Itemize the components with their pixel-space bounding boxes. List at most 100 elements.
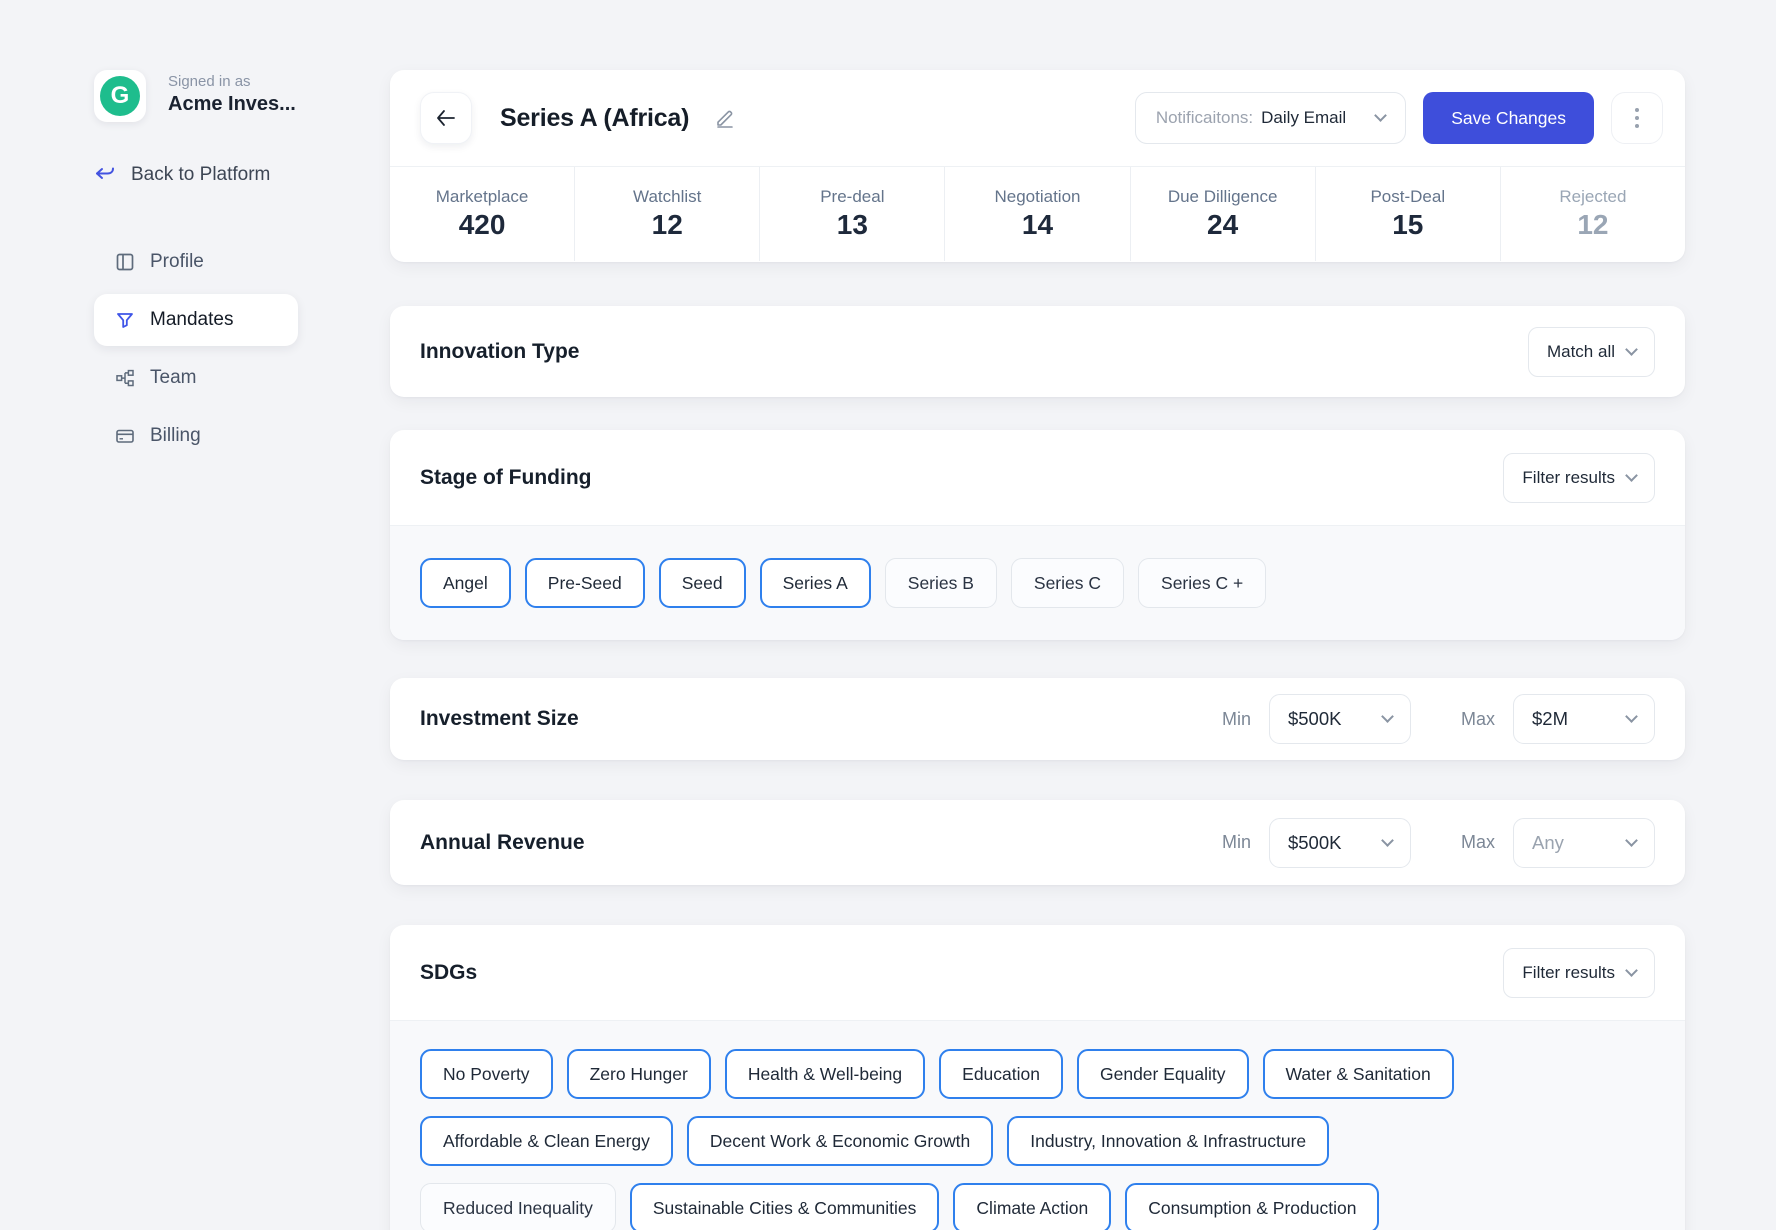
sidebar-item-profile[interactable]: Profile xyxy=(94,236,298,288)
save-changes-button[interactable]: Save Changes xyxy=(1423,92,1594,144)
sidebar-item-label: Profile xyxy=(150,251,204,272)
credit-card-icon xyxy=(115,426,135,446)
sidebar-item-team[interactable]: Team xyxy=(94,352,298,404)
stat-marketplace[interactable]: Marketplace 420 xyxy=(390,167,574,261)
stat-label: Post-Deal xyxy=(1370,187,1446,206)
org-chart-icon xyxy=(115,368,135,388)
annual-revenue-card: Annual Revenue Min $500K Max Any xyxy=(390,800,1685,885)
chip-series-b[interactable]: Series B xyxy=(884,558,997,608)
investment-max-dropdown[interactable]: $2M xyxy=(1513,694,1655,744)
chip-pre-seed[interactable]: Pre-Seed xyxy=(524,558,645,608)
stat-value: 420 xyxy=(458,209,506,240)
back-to-platform-link[interactable]: Back to Platform xyxy=(94,164,270,186)
chip-education[interactable]: Education xyxy=(939,1049,1063,1099)
sdgs-filter-results-dropdown[interactable]: Filter results xyxy=(1503,947,1655,998)
notifications-dropdown[interactable]: Notificaitons: Daily Email xyxy=(1134,92,1407,144)
chip-gender-equality[interactable]: Gender Equality xyxy=(1077,1049,1249,1099)
chip-seed[interactable]: Seed xyxy=(658,558,746,608)
sdg-chip-row: Reduced Inequality Sustainable Cities & C… xyxy=(420,1183,1655,1230)
chip-series-c[interactable]: Series C xyxy=(1010,558,1125,608)
chip-industry-innovation-infrastructure[interactable]: Industry, Innovation & Infrastructure xyxy=(1007,1116,1330,1166)
chip-sustainable-cities-communities[interactable]: Sustainable Cities & Communities xyxy=(629,1183,940,1230)
chevron-down-icon xyxy=(1625,833,1638,847)
stat-value: 12 xyxy=(1577,209,1609,240)
investment-size-card: Investment Size Min $500K Max $2M xyxy=(390,678,1685,760)
match-all-dropdown[interactable]: Match all xyxy=(1527,326,1655,377)
stat-watchlist[interactable]: Watchlist 12 xyxy=(574,167,759,261)
stat-value: 15 xyxy=(1392,209,1424,240)
back-button[interactable] xyxy=(420,92,472,144)
sidebar-item-label: Mandates xyxy=(150,309,234,330)
revenue-max-dropdown[interactable]: Any xyxy=(1513,817,1655,868)
chip-decent-work-economic-growth[interactable]: Decent Work & Economic Growth xyxy=(686,1116,994,1166)
sdgs-card: SDGs Filter results No Poverty Zero Hunge… xyxy=(390,925,1685,1230)
chip-reduced-inequality[interactable]: Reduced Inequality xyxy=(420,1183,616,1230)
chevron-down-icon xyxy=(1374,109,1388,122)
mandate-title: Series A (Africa) xyxy=(500,103,690,132)
edit-title-button[interactable] xyxy=(713,106,737,130)
stat-label: Watchlist xyxy=(633,187,702,206)
stat-label: Pre-deal xyxy=(820,187,885,206)
account-name: Acme Inves... xyxy=(168,93,296,115)
stage-of-funding-card: Stage of Funding Filter results Angel Pre… xyxy=(390,430,1685,640)
chip-climate-action[interactable]: Climate Action xyxy=(953,1183,1112,1230)
chip-consumption-production[interactable]: Consumption & Production xyxy=(1125,1183,1380,1230)
chip-angel[interactable]: Angel xyxy=(420,558,511,608)
min-label: Min xyxy=(1221,832,1251,852)
stat-label: Rejected xyxy=(1559,187,1627,206)
stat-value: 24 xyxy=(1207,209,1239,240)
innovation-type-card: Innovation Type Match all xyxy=(390,306,1685,397)
return-arrow-icon xyxy=(94,165,116,185)
stat-rejected[interactable]: Rejected 12 xyxy=(1499,167,1685,261)
funding-filter-results-dropdown[interactable]: Filter results xyxy=(1503,452,1655,503)
sidebar-item-billing[interactable]: Billing xyxy=(94,410,298,462)
funding-stage-chip-group: Angel Pre-Seed Seed Series A Series B Series … xyxy=(390,525,1685,640)
chevron-down-icon xyxy=(1625,468,1638,482)
sdg-chip-row: No Poverty Zero Hunger Health & Well-being… xyxy=(420,1049,1655,1099)
section-title-sdgs: SDGs xyxy=(420,960,478,984)
stat-value: 14 xyxy=(1021,209,1054,240)
chevron-down-icon xyxy=(1625,710,1638,723)
chevron-down-icon xyxy=(1625,342,1638,356)
revenue-min-dropdown[interactable]: $500K xyxy=(1268,817,1411,868)
chip-zero-hunger[interactable]: Zero Hunger xyxy=(566,1049,711,1099)
chip-health-well-being[interactable]: Health & Well-being xyxy=(724,1049,926,1099)
chevron-down-icon xyxy=(1381,710,1394,723)
filter-results-label: Filter results xyxy=(1522,962,1615,982)
stat-due-dilligence[interactable]: Due Dilligence 24 xyxy=(1129,167,1315,261)
funnel-filter-icon xyxy=(115,310,135,330)
sidebar-item-mandates[interactable]: Mandates xyxy=(94,294,298,346)
kebab-dot xyxy=(1635,124,1639,128)
section-title-stage-of-funding: Stage of Funding xyxy=(420,465,592,489)
back-to-platform-label: Back to Platform xyxy=(131,164,271,185)
investment-max-value: $2M xyxy=(1532,708,1568,729)
arrow-left-icon xyxy=(435,109,457,127)
revenue-max-value: Any xyxy=(1532,831,1564,853)
sidebar-item-label: Team xyxy=(150,367,197,388)
chip-no-poverty[interactable]: No Poverty xyxy=(420,1049,553,1099)
chip-series-c-[interactable]: Series C + xyxy=(1138,558,1267,608)
more-options-button[interactable] xyxy=(1611,92,1663,144)
stat-pre-deal[interactable]: Pre-deal 13 xyxy=(759,167,944,261)
chip-series-a[interactable]: Series A xyxy=(759,558,871,608)
stat-label: Marketplace xyxy=(435,187,529,206)
max-label: Max xyxy=(1460,708,1495,729)
investment-min-value: $500K xyxy=(1287,708,1342,729)
revenue-min-value: $500K xyxy=(1287,831,1342,853)
kebab-dot xyxy=(1635,116,1639,120)
stat-value: 13 xyxy=(836,209,868,240)
mandate-header-row: Series A (Africa) Notificaitons: Daily E… xyxy=(390,70,1685,167)
signed-in-label: Signed in as xyxy=(168,73,251,90)
chip-affordable-clean-energy[interactable]: Affordable & Clean Energy xyxy=(420,1116,673,1166)
sdg-chip-group: No Poverty Zero Hunger Health & Well-being… xyxy=(390,1020,1685,1230)
mandate-header-card: Series A (Africa) Notificaitons: Daily E… xyxy=(390,70,1685,262)
stat-negotiation[interactable]: Negotiation 14 xyxy=(944,167,1129,261)
kebab-dot xyxy=(1635,108,1639,112)
stat-post-deal[interactable]: Post-Deal 15 xyxy=(1314,167,1500,261)
investment-min-dropdown[interactable]: $500K xyxy=(1268,694,1411,744)
chip-water-sanitation[interactable]: Water & Sanitation xyxy=(1262,1049,1454,1099)
sidebar-nav: Profile Mandates Team Bill xyxy=(94,236,298,462)
sidebar-item-label: Billing xyxy=(150,425,201,446)
filter-results-label: Filter results xyxy=(1522,467,1615,487)
pipeline-stats-row: Marketplace 420 Watchlist 12 Pre-deal 13 Negot… xyxy=(390,167,1685,261)
